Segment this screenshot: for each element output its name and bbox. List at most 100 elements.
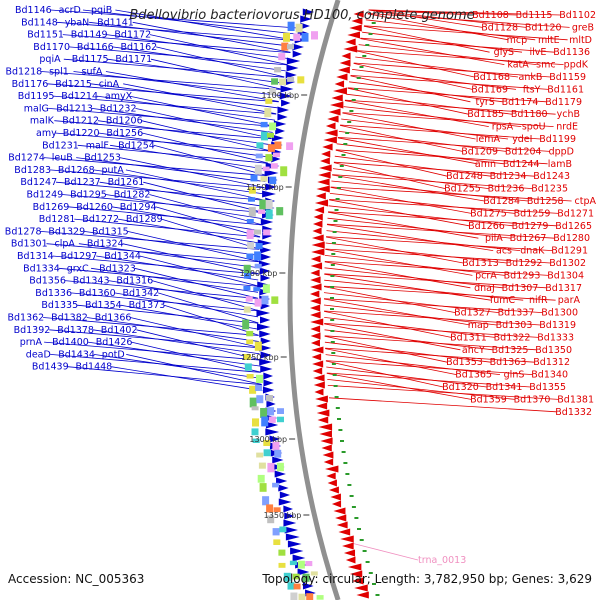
- gene-label-forward[interactable]: Bd1356: [29, 276, 66, 287]
- reverse-gene-arrow[interactable]: [352, 577, 364, 585]
- gene-label-forward[interactable]: sufA: [82, 67, 103, 78]
- gene-label-forward[interactable]: Bd1176: [12, 79, 49, 90]
- cog-feature-block[interactable]: [279, 78, 287, 86]
- cog-feature-block[interactable]: [269, 88, 277, 95]
- gene-label-reverse[interactable]: dnaK: [520, 246, 545, 257]
- forward-gene-arrow[interactable]: [262, 190, 276, 198]
- gene-label-forward[interactable]: Bd1254: [118, 140, 155, 151]
- gene-label-reverse[interactable]: ankB: [519, 72, 543, 83]
- gene-label-forward[interactable]: Bd1402: [101, 325, 138, 336]
- cog-feature-block[interactable]: [311, 31, 318, 40]
- gene-label-reverse[interactable]: Bd1179: [545, 97, 582, 108]
- reverse-gene-arrow[interactable]: [317, 178, 330, 186]
- gene-label-reverse[interactable]: Bd1199: [539, 134, 576, 145]
- gene-label-reverse[interactable]: spoU: [522, 122, 546, 133]
- gene-label-forward[interactable]: potD: [102, 349, 125, 360]
- reverse-gene-arrow[interactable]: [349, 570, 363, 578]
- forward-gene-arrow[interactable]: [274, 470, 286, 478]
- rna-label[interactable]: trna_0013: [418, 555, 466, 566]
- reverse-gene-arrow[interactable]: [331, 500, 342, 508]
- cog-feature-block[interactable]: [261, 416, 269, 427]
- gene-label-reverse[interactable]: Bd1327: [454, 308, 491, 319]
- gene-label-forward[interactable]: Bd1253: [84, 153, 121, 164]
- reverse-gene-arrow[interactable]: [321, 444, 332, 452]
- reverse-gene-arrow[interactable]: [313, 213, 323, 221]
- cog-feature-block[interactable]: [292, 573, 300, 580]
- gene-label-reverse[interactable]: katA: [507, 60, 529, 71]
- gene-label-reverse[interactable]: Bd1333: [537, 332, 574, 343]
- reverse-gene-arrow[interactable]: [310, 283, 322, 291]
- reverse-gene-arrow[interactable]: [321, 150, 331, 158]
- gene-label-reverse[interactable]: acs: [496, 246, 512, 257]
- cog-feature-block[interactable]: [279, 526, 287, 533]
- cog-feature-block[interactable]: [245, 296, 253, 302]
- reverse-gene-arrow[interactable]: [340, 535, 354, 543]
- gene-label-reverse[interactable]: Bd1322: [494, 332, 531, 343]
- cog-feature-block[interactable]: [267, 132, 274, 138]
- reverse-gene-arrow[interactable]: [314, 199, 329, 207]
- reverse-gene-arrow[interactable]: [342, 542, 354, 550]
- cog-feature-block[interactable]: [253, 287, 261, 292]
- reverse-gene-arrow[interactable]: [349, 24, 362, 32]
- gene-label-reverse[interactable]: Bd1265: [555, 221, 592, 232]
- gene-label-forward[interactable]: Bd1382: [51, 313, 88, 324]
- gene-label-forward[interactable]: Bd1294: [120, 202, 157, 213]
- gene-label-forward[interactable]: Bd1289: [126, 214, 163, 225]
- gene-label-reverse[interactable]: Bd1304: [547, 270, 584, 281]
- gene-label-forward[interactable]: Bd1344: [104, 251, 141, 262]
- gene-label-reverse[interactable]: Bd1235: [531, 184, 568, 195]
- reverse-gene-arrow[interactable]: [325, 122, 336, 130]
- reverse-gene-arrow[interactable]: [319, 430, 332, 438]
- reverse-gene-arrow[interactable]: [313, 381, 325, 389]
- gene-label-forward[interactable]: Bd1206: [106, 116, 143, 127]
- cog-feature-block[interactable]: [273, 152, 280, 158]
- cog-feature-block[interactable]: [290, 592, 298, 600]
- gene-label-reverse[interactable]: Bd1102: [559, 10, 596, 21]
- forward-gene-arrow[interactable]: [277, 106, 289, 114]
- cog-feature-block[interactable]: [251, 428, 259, 436]
- gene-label-reverse[interactable]: Bd1341: [486, 382, 523, 393]
- reverse-gene-arrow[interactable]: [323, 458, 334, 466]
- reverse-gene-arrow[interactable]: [312, 234, 324, 242]
- cog-feature-block[interactable]: [262, 166, 270, 172]
- cog-feature-block[interactable]: [305, 561, 313, 567]
- gene-label-forward[interactable]: amy: [36, 128, 57, 139]
- forward-gene-arrow[interactable]: [287, 540, 302, 548]
- cog-feature-block[interactable]: [254, 229, 261, 235]
- forward-gene-arrow[interactable]: [302, 8, 315, 16]
- gene-label-reverse[interactable]: Bd1234: [490, 171, 527, 182]
- cog-feature-block[interactable]: [256, 142, 264, 149]
- gene-label-reverse[interactable]: lemA: [476, 134, 501, 145]
- forward-gene-arrow[interactable]: [275, 127, 285, 135]
- reverse-gene-arrow[interactable]: [310, 269, 320, 277]
- forward-gene-arrow[interactable]: [262, 386, 275, 394]
- reverse-gene-arrow[interactable]: [347, 563, 362, 571]
- reverse-gene-arrow[interactable]: [356, 591, 369, 599]
- gene-label-reverse[interactable]: ahcY: [462, 345, 485, 356]
- gene-label-forward[interactable]: Bd1162: [121, 42, 158, 53]
- cog-feature-block[interactable]: [316, 595, 324, 600]
- cog-feature-block[interactable]: [249, 397, 257, 408]
- reverse-gene-arrow[interactable]: [328, 486, 339, 494]
- reverse-gene-arrow[interactable]: [310, 255, 321, 263]
- gene-label-forward[interactable]: Bd1400: [52, 337, 89, 348]
- gene-label-forward[interactable]: Bd1171: [115, 54, 152, 65]
- gene-label-forward[interactable]: Bd1195: [18, 91, 55, 102]
- cog-feature-block[interactable]: [254, 164, 262, 175]
- reverse-gene-arrow[interactable]: [324, 129, 338, 137]
- gene-label-forward[interactable]: Bd1218: [6, 67, 43, 78]
- forward-gene-arrow[interactable]: [284, 526, 298, 534]
- gene-label-forward[interactable]: spl1: [49, 67, 69, 78]
- cog-feature-block[interactable]: [258, 209, 265, 214]
- gene-label-reverse[interactable]: mltD: [569, 35, 592, 46]
- reverse-gene-arrow[interactable]: [313, 220, 323, 228]
- cog-feature-block[interactable]: [272, 528, 280, 536]
- cog-feature-block[interactable]: [254, 263, 262, 269]
- forward-gene-arrow[interactable]: [260, 351, 272, 359]
- gene-label-reverse[interactable]: Bd1185: [467, 109, 504, 120]
- cog-feature-block[interactable]: [277, 416, 284, 423]
- gene-label-reverse[interactable]: Bd1244: [503, 159, 540, 170]
- gene-label-forward[interactable]: Bd1247: [20, 177, 57, 188]
- gene-label-forward[interactable]: Bd1213: [56, 103, 93, 114]
- gene-label-forward[interactable]: Bd1151: [27, 30, 64, 41]
